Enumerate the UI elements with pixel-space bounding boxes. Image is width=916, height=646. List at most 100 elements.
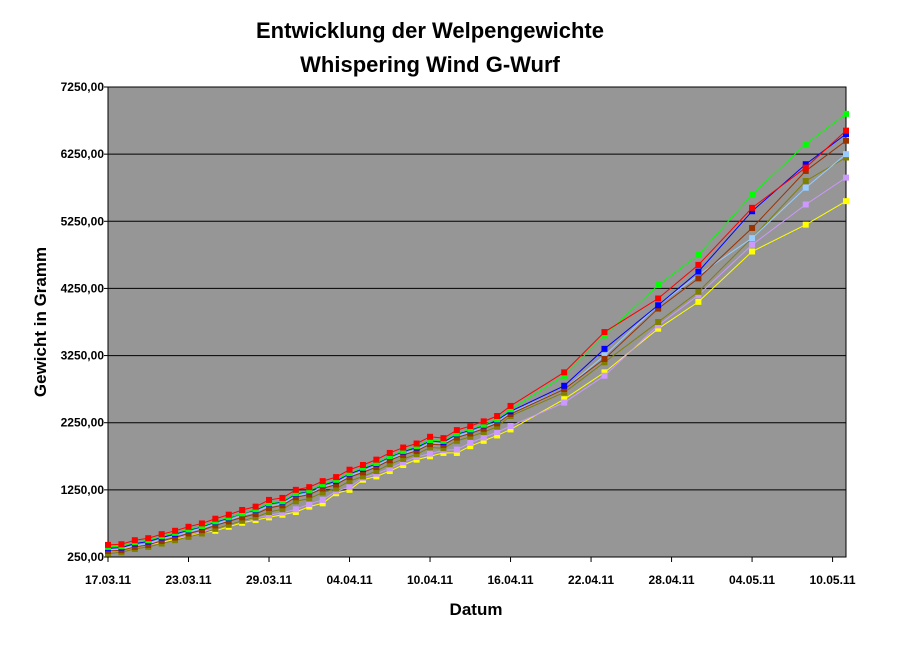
marker <box>373 460 380 466</box>
marker <box>400 444 407 451</box>
marker <box>279 509 286 516</box>
marker <box>400 447 407 454</box>
marker <box>802 167 809 174</box>
marker <box>212 522 219 529</box>
marker <box>373 456 380 463</box>
marker <box>386 449 393 456</box>
chart-title: Whispering Wind G-Wurf <box>300 52 560 77</box>
marker <box>145 535 152 542</box>
marker <box>467 433 474 440</box>
marker <box>386 465 393 472</box>
marker <box>655 325 662 332</box>
marker <box>601 329 608 336</box>
marker <box>225 511 232 518</box>
marker <box>494 423 501 430</box>
marker <box>333 481 340 488</box>
marker <box>239 507 246 513</box>
marker <box>802 184 809 191</box>
marker <box>252 503 259 510</box>
marker <box>480 418 487 425</box>
marker <box>494 432 501 439</box>
x-tick-label: 29.03.11 <box>246 573 292 587</box>
marker <box>185 533 192 540</box>
marker <box>453 434 460 441</box>
marker <box>695 292 702 299</box>
x-tick-label: 22.04.11 <box>568 573 614 587</box>
marker <box>561 386 568 393</box>
marker <box>292 506 299 513</box>
marker <box>373 468 380 475</box>
marker <box>655 322 662 329</box>
y-tick-label: 5250,00 <box>61 214 105 228</box>
marker <box>225 518 232 525</box>
x-tick-label: 04.04.11 <box>326 573 372 587</box>
marker <box>749 191 756 198</box>
marker <box>453 437 460 444</box>
marker <box>346 474 353 481</box>
marker <box>480 421 487 428</box>
marker <box>494 420 501 427</box>
marker <box>373 464 380 471</box>
marker <box>400 455 407 462</box>
marker <box>346 478 353 485</box>
y-tick-label: 4250,00 <box>61 281 105 295</box>
y-tick-label: 6250,00 <box>61 147 105 161</box>
marker <box>467 430 474 437</box>
marker <box>212 515 219 522</box>
marker <box>212 525 219 532</box>
marker <box>843 137 849 144</box>
marker <box>319 496 326 503</box>
x-axis-title: Datum <box>450 600 503 619</box>
marker <box>319 489 326 496</box>
marker <box>507 426 514 433</box>
marker <box>802 221 809 228</box>
marker <box>427 441 434 448</box>
marker <box>185 530 192 537</box>
marker <box>306 491 313 498</box>
marker <box>601 369 608 376</box>
marker <box>507 402 514 409</box>
marker <box>252 514 259 521</box>
marker <box>359 473 366 480</box>
marker <box>266 512 273 519</box>
marker <box>843 154 849 161</box>
marker <box>306 484 313 491</box>
marker <box>319 500 326 507</box>
marker <box>239 517 246 524</box>
marker <box>319 478 326 485</box>
marker <box>158 537 165 544</box>
marker <box>843 127 849 134</box>
marker <box>279 494 286 501</box>
marker <box>480 437 487 444</box>
marker <box>655 319 662 325</box>
marker <box>843 174 849 181</box>
marker <box>561 399 568 406</box>
marker <box>802 178 809 184</box>
marker <box>346 484 353 491</box>
x-tick-label: 28.04.11 <box>649 573 695 587</box>
marker <box>494 413 501 419</box>
marker <box>695 288 702 295</box>
marker <box>266 500 273 507</box>
marker <box>359 462 366 469</box>
marker <box>655 295 662 302</box>
marker <box>292 498 299 505</box>
marker <box>427 433 434 440</box>
marker <box>292 490 299 497</box>
marker <box>695 298 702 305</box>
marker <box>601 345 608 352</box>
marker <box>561 372 568 379</box>
marker <box>198 520 205 527</box>
marker <box>749 248 756 255</box>
y-tick-label: 3250,00 <box>61 349 105 363</box>
marker <box>601 355 608 362</box>
marker <box>225 521 232 528</box>
marker <box>802 141 809 148</box>
marker <box>843 151 849 158</box>
marker <box>319 481 326 488</box>
marker <box>749 204 756 211</box>
marker <box>749 225 756 231</box>
y-tick-label: 2250,00 <box>61 416 105 430</box>
